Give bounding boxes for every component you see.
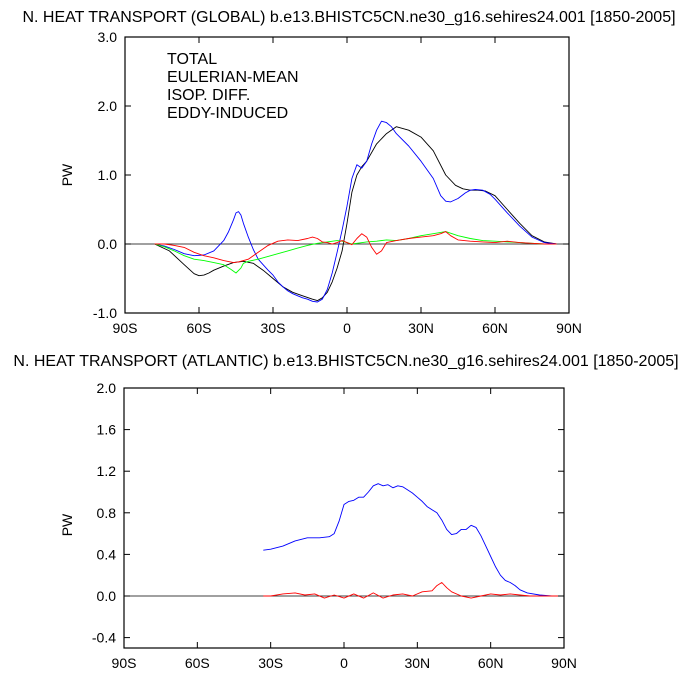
y-tick-labels: -1.0 0.0 1.0 2.0 3.0 [93,29,117,321]
y-tick-label: 1.2 [97,463,117,479]
y-axis-label: PW [59,513,75,536]
x-tick-label: 30S [261,320,286,336]
x-tick-label: 30S [258,655,283,671]
y-tick-label: -0.4 [92,630,116,646]
y-tick-label: 3.0 [98,29,118,45]
y-tick-labels: -0.4 0.0 0.4 0.8 1.2 1.6 2.0 [92,380,116,646]
legend-isop-diff: ISOP. DIFF. [167,87,250,104]
legend-eulerian-mean: EULERIAN-MEAN [167,69,299,86]
series-line-eddy-induced [154,231,557,264]
x-tick-label: 60S [185,655,210,671]
x-tick-labels: 90S 60S 30S 0 30N 60N 90N [112,655,577,671]
series-line-total [154,126,557,302]
x-tick-label: 60S [187,320,212,336]
legend-total: TOTAL [167,51,217,68]
y-axis-label: PW [59,163,75,186]
chart-title: N. HEAT TRANSPORT (GLOBAL) b.e13.BHISTC5… [22,9,675,26]
axis-ticks [123,387,565,648]
legend-eddy-induced: EDDY-INDUCED [167,105,288,122]
x-tick-label: 60N [478,655,504,671]
legend: TOTAL EULERIAN-MEAN ISOP. DIFF. EDDY-IND… [167,51,299,122]
y-tick-label: 0.0 [98,236,118,252]
series-line-series-1 [263,582,560,599]
x-tick-label: 60N [482,320,508,336]
series-line-isop-diff [154,231,557,274]
y-tick-label: 1.6 [97,422,117,438]
x-tick-label: 90S [113,320,138,336]
series-line-eulerian-mean [154,120,557,303]
x-tick-label: 90N [556,320,582,336]
series-lines [154,120,557,303]
y-tick-label: 2.0 [98,98,118,114]
x-tick-label: 90S [112,655,137,671]
global-heat-transport-chart: N. HEAT TRANSPORT (GLOBAL) b.e13.BHISTC5… [22,9,675,336]
y-tick-label: 1.0 [98,167,118,183]
y-tick-label: 0.8 [97,505,117,521]
y-tick-label: -1.0 [93,305,117,321]
x-tick-labels: 90S 60S 30S 0 30N 60N 90N [113,320,582,336]
x-tick-label: 90N [551,655,577,671]
axis-ticks [124,36,570,314]
y-tick-label: 2.0 [97,380,117,396]
y-tick-label: 0.0 [97,588,117,604]
atlantic-heat-transport-chart: N. HEAT TRANSPORT (ATLANTIC) b.e13.BHIST… [13,353,678,671]
chart-title: N. HEAT TRANSPORT (ATLANTIC) b.e13.BHIST… [13,353,678,370]
series-lines [263,483,560,599]
x-tick-label: 0 [343,320,351,336]
x-tick-label: 0 [340,655,348,671]
plot-frame [123,387,565,649]
series-line-series-0 [263,483,560,597]
y-tick-label: 0.4 [97,546,117,562]
x-tick-label: 30N [404,655,430,671]
x-tick-label: 30N [408,320,434,336]
